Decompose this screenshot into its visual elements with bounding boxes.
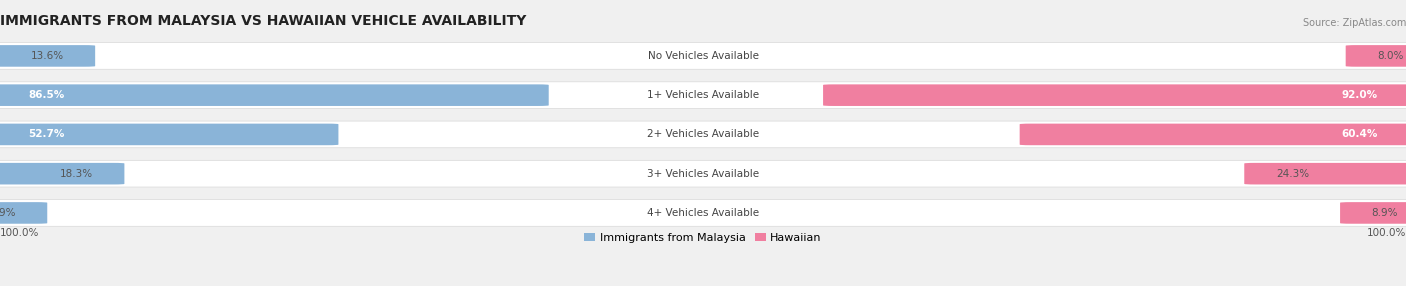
Text: 86.5%: 86.5%	[28, 90, 65, 100]
Text: 8.0%: 8.0%	[1378, 51, 1403, 61]
Text: 92.0%: 92.0%	[1341, 90, 1378, 100]
Text: 100.0%: 100.0%	[0, 228, 39, 238]
Text: 13.6%: 13.6%	[31, 51, 63, 61]
Text: 100.0%: 100.0%	[1367, 228, 1406, 238]
Text: 4+ Vehicles Available: 4+ Vehicles Available	[647, 208, 759, 218]
FancyBboxPatch shape	[0, 160, 1406, 187]
FancyBboxPatch shape	[605, 166, 801, 181]
Text: 5.9%: 5.9%	[0, 208, 15, 218]
Text: 2+ Vehicles Available: 2+ Vehicles Available	[647, 130, 759, 139]
FancyBboxPatch shape	[1346, 45, 1406, 67]
FancyBboxPatch shape	[823, 84, 1406, 106]
FancyBboxPatch shape	[0, 84, 548, 106]
Text: 52.7%: 52.7%	[28, 130, 65, 139]
FancyBboxPatch shape	[0, 200, 1406, 226]
FancyBboxPatch shape	[605, 88, 801, 103]
Text: IMMIGRANTS FROM MALAYSIA VS HAWAIIAN VEHICLE AVAILABILITY: IMMIGRANTS FROM MALAYSIA VS HAWAIIAN VEH…	[0, 14, 526, 28]
Text: 60.4%: 60.4%	[1341, 130, 1378, 139]
FancyBboxPatch shape	[605, 127, 801, 142]
Text: 18.3%: 18.3%	[59, 169, 93, 179]
Text: No Vehicles Available: No Vehicles Available	[648, 51, 758, 61]
FancyBboxPatch shape	[605, 205, 801, 221]
Text: Source: ZipAtlas.com: Source: ZipAtlas.com	[1302, 18, 1406, 28]
FancyBboxPatch shape	[605, 48, 801, 63]
FancyBboxPatch shape	[0, 202, 48, 224]
FancyBboxPatch shape	[0, 163, 124, 184]
Text: 1+ Vehicles Available: 1+ Vehicles Available	[647, 90, 759, 100]
FancyBboxPatch shape	[1244, 163, 1406, 184]
FancyBboxPatch shape	[1340, 202, 1406, 224]
FancyBboxPatch shape	[1019, 124, 1406, 145]
Legend: Immigrants from Malaysia, Hawaiian: Immigrants from Malaysia, Hawaiian	[582, 231, 824, 245]
FancyBboxPatch shape	[0, 43, 1406, 69]
Text: 24.3%: 24.3%	[1275, 169, 1309, 179]
FancyBboxPatch shape	[0, 82, 1406, 108]
Text: 3+ Vehicles Available: 3+ Vehicles Available	[647, 169, 759, 179]
FancyBboxPatch shape	[0, 124, 339, 145]
Text: 8.9%: 8.9%	[1372, 208, 1398, 218]
FancyBboxPatch shape	[0, 121, 1406, 148]
FancyBboxPatch shape	[0, 45, 96, 67]
